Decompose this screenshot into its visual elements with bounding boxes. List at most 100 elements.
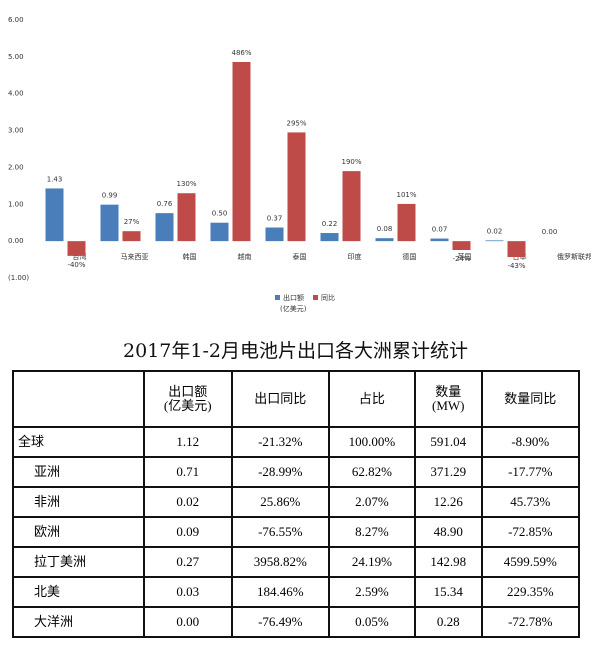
bar [287,132,306,242]
data-label: 0.08 [377,225,393,233]
table-cell: 4599.59% [480,546,581,578]
table-cell: 0.00 [142,606,233,638]
table-row: 大洋洲 0.00 -76.49% 0.05% 0.28 -72.78% [12,606,581,638]
table-cell: 数量同比 [480,370,581,428]
table-cell: 48.90 [413,516,483,548]
table-cell: 0.28 [413,606,483,638]
table-cell: 15.34 [413,576,483,608]
data-label: -43% [507,262,525,270]
y-tick-label: (1.00) [8,274,29,282]
bar [342,171,361,242]
y-tick-label: 6.00 [8,16,24,24]
data-label: 0.02 [487,227,503,235]
table-cell: 25.86% [230,486,330,518]
table-cell: 24.19% [327,546,416,578]
table-cell: 142.98 [413,546,483,578]
table-cell: 2.07% [327,486,416,518]
x-tick-label: 俄罗斯联邦 [557,252,591,261]
data-label: 0.50 [212,210,228,218]
table-cell: 0.03 [142,576,233,608]
table-cell: 591.04 [413,426,483,458]
x-tick-label: 泰国 [293,252,307,261]
x-tick-label: 英国 [458,252,472,261]
bar [100,204,119,242]
data-label: 101% [396,191,416,199]
y-tick-label: 2.00 [8,163,24,171]
legend-label: 同比 [321,293,335,302]
table-cell: 全球 [12,426,145,458]
table-row: 出口额 (亿美元) 出口同比 占比 数量 (MW) 数量同比 [12,370,581,428]
table-cell: -28.99% [230,456,330,488]
bar [430,238,449,242]
table-cell: -76.49% [230,606,330,638]
data-label: -40% [67,261,85,269]
data-label: 0.99 [102,192,118,200]
table-cell: 45.73% [480,486,581,518]
table-cell: 占比 [327,370,416,428]
table-cell: 北美 [12,576,145,608]
bar [485,240,504,242]
x-tick-label: 台湾 [73,252,87,261]
table-cell: -21.32% [230,426,330,458]
bar [320,233,339,242]
chart: (1.00) 0.00 1.00 2.00 3.00 4.00 5.00 6.00 台湾 1.43… [8,16,591,313]
bar [397,203,416,242]
table-row: 亚洲 0.71 -28.99% 62.82% 371.29 -17.77% [12,456,581,488]
table-cell: 0.05% [327,606,416,638]
table-cell: 0.71 [142,456,233,488]
table-cell: 0.27 [142,546,233,578]
table-cell: 拉丁美洲 [12,546,145,578]
data-label: 1.43 [47,175,63,183]
table-cell: 1.12 [142,426,233,458]
table-cell: -8.90% [480,426,581,458]
data-label: 0.76 [157,200,173,208]
y-tick-label: 4.00 [8,90,24,98]
legend-label: 出口额 [283,293,304,302]
table-cell: 欧洲 [12,516,145,548]
data-label: 0.00 [542,228,558,236]
bar [507,241,526,257]
bar [67,241,86,256]
bar [155,213,174,242]
y-tick-label: 0.00 [8,237,24,245]
bar [45,188,64,242]
table-cell: 2.59% [327,576,416,608]
y-tick-label: 5.00 [8,53,24,61]
table-cell: 0.09 [142,516,233,548]
data-label: 190% [341,158,361,166]
table-cell: 184.46% [230,576,330,608]
bar [452,241,471,250]
table-cell: 229.35% [480,576,581,608]
y-tick-label: 1.00 [8,200,24,208]
table-cell: 8.27% [327,516,416,548]
table-cell: 62.82% [327,456,416,488]
table-cell: -72.85% [480,516,581,548]
table-row: 非洲 0.02 25.86% 2.07% 12.26 45.73% [12,486,581,518]
bar [210,222,229,242]
x-tick-label: 马来西亚 [121,253,149,261]
data-label: 0.22 [322,220,338,228]
x-tick-label: 德国 [403,252,417,261]
table-cell: 非洲 [12,486,145,518]
table-cell: 出口额 (亿美元) [142,370,233,428]
data-label: -24% [452,255,470,263]
legend-swatch [275,295,280,300]
table-cell: 0.02 [142,486,233,518]
table-cell: 371.29 [413,456,483,488]
table-cell: -72.78% [480,606,581,638]
table: 出口额 (亿美元) 出口同比 占比 数量 (MW) 数量同比 全球 1.12 -21.32% 1… [12,370,581,638]
data-label: 0.37 [267,215,283,223]
y-tick-label: 3.00 [8,127,24,135]
x-tick-label: 越南 [238,252,252,261]
bar [375,238,394,242]
data-label: 27% [124,218,140,226]
table-cell: 100.00% [327,426,416,458]
table-cell: 大洋洲 [12,606,145,638]
data-label: 486% [231,49,251,57]
table-cell [12,370,145,428]
table-title: 2017年1-2月电池片出口各大洲累计统计 [123,340,468,362]
table-cell: 出口同比 [230,370,330,428]
table-cell: 12.26 [413,486,483,518]
data-label: 130% [176,180,196,188]
bar [265,227,284,242]
